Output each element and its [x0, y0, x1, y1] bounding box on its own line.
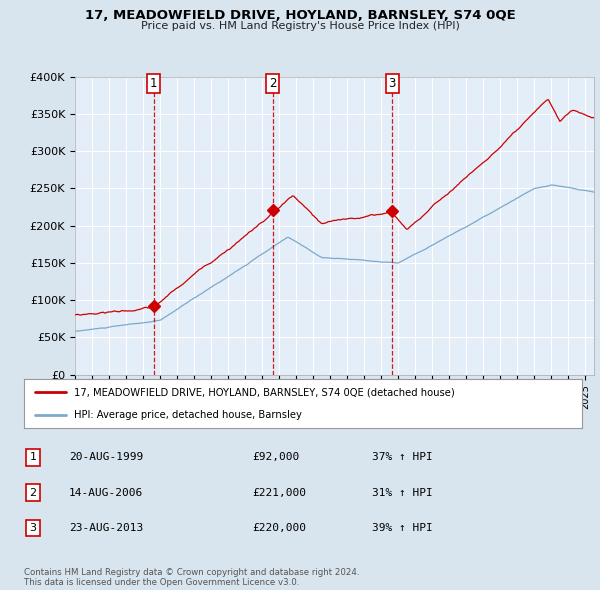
Text: 23-AUG-2013: 23-AUG-2013: [69, 523, 143, 533]
Text: Contains HM Land Registry data © Crown copyright and database right 2024.
This d: Contains HM Land Registry data © Crown c…: [24, 568, 359, 587]
Text: 37% ↑ HPI: 37% ↑ HPI: [372, 453, 433, 462]
Text: 1: 1: [150, 77, 158, 90]
Text: 2: 2: [269, 77, 277, 90]
Text: 17, MEADOWFIELD DRIVE, HOYLAND, BARNSLEY, S74 0QE (detached house): 17, MEADOWFIELD DRIVE, HOYLAND, BARNSLEY…: [74, 388, 455, 398]
Text: £220,000: £220,000: [252, 523, 306, 533]
Text: £92,000: £92,000: [252, 453, 299, 462]
Text: HPI: Average price, detached house, Barnsley: HPI: Average price, detached house, Barn…: [74, 409, 302, 419]
Text: 31% ↑ HPI: 31% ↑ HPI: [372, 488, 433, 497]
Text: 17, MEADOWFIELD DRIVE, HOYLAND, BARNSLEY, S74 0QE: 17, MEADOWFIELD DRIVE, HOYLAND, BARNSLEY…: [85, 9, 515, 22]
Text: £221,000: £221,000: [252, 488, 306, 497]
Text: 14-AUG-2006: 14-AUG-2006: [69, 488, 143, 497]
Text: 2: 2: [29, 488, 37, 497]
Text: 3: 3: [29, 523, 37, 533]
Text: 20-AUG-1999: 20-AUG-1999: [69, 453, 143, 462]
Text: Price paid vs. HM Land Registry's House Price Index (HPI): Price paid vs. HM Land Registry's House …: [140, 21, 460, 31]
Text: 1: 1: [29, 453, 37, 462]
Text: 39% ↑ HPI: 39% ↑ HPI: [372, 523, 433, 533]
Text: 3: 3: [388, 77, 396, 90]
